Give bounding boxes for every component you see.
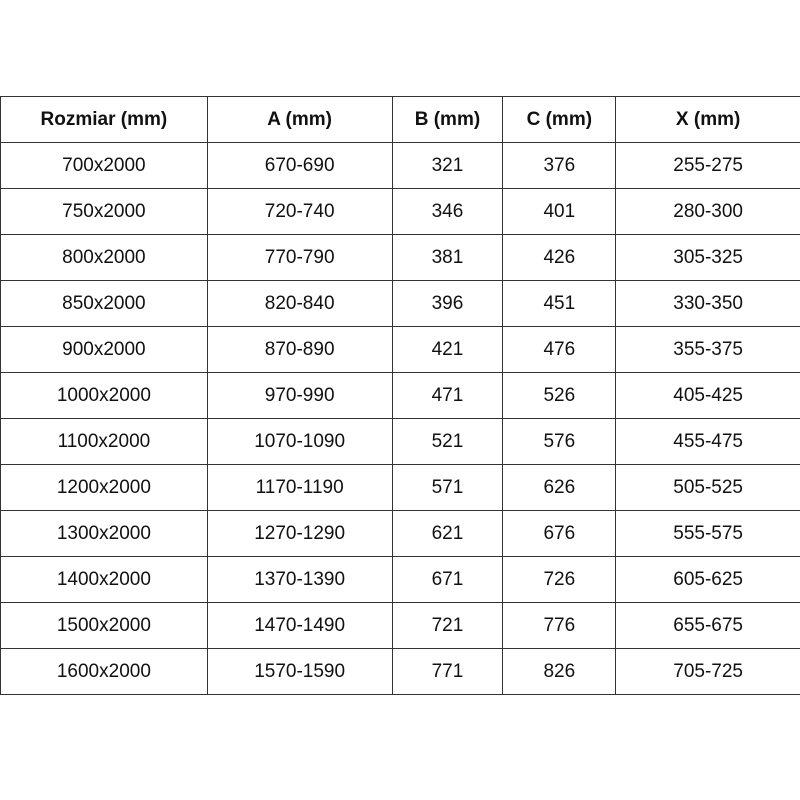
header-x: X (mm) bbox=[615, 96, 800, 143]
table-row: 850x2000 820-840 396 451 330-350 bbox=[0, 280, 800, 327]
cell-b: 471 bbox=[391, 372, 504, 419]
cell-c: 726 bbox=[502, 556, 617, 603]
cell-x: 705-725 bbox=[615, 648, 800, 695]
cell-x: 455-475 bbox=[615, 418, 800, 465]
table-row: 1200x2000 1170-1190 571 626 505-525 bbox=[0, 464, 800, 511]
cell-size: 1200x2000 bbox=[0, 464, 208, 511]
cell-a: 720-740 bbox=[206, 188, 393, 235]
cell-b: 396 bbox=[391, 280, 504, 327]
cell-a: 770-790 bbox=[206, 234, 393, 281]
cell-size: 1000x2000 bbox=[0, 372, 208, 419]
cell-b: 381 bbox=[391, 234, 504, 281]
cell-a: 1270-1290 bbox=[206, 510, 393, 557]
cell-size: 700x2000 bbox=[0, 142, 208, 189]
dimensions-table: Rozmiar (mm) A (mm) B (mm) C (mm) X (mm)… bbox=[0, 96, 800, 695]
table-row: 1600x2000 1570-1590 771 826 705-725 bbox=[0, 648, 800, 695]
cell-b: 321 bbox=[391, 142, 504, 189]
cell-b: 771 bbox=[391, 648, 504, 695]
cell-size: 1600x2000 bbox=[0, 648, 208, 695]
header-a: A (mm) bbox=[206, 96, 393, 143]
cell-x: 280-300 bbox=[615, 188, 800, 235]
header-size: Rozmiar (mm) bbox=[0, 96, 208, 143]
table-row: 1400x2000 1370-1390 671 726 605-625 bbox=[0, 556, 800, 603]
header-b: B (mm) bbox=[391, 96, 504, 143]
cell-x: 605-625 bbox=[615, 556, 800, 603]
cell-c: 451 bbox=[502, 280, 617, 327]
cell-size: 800x2000 bbox=[0, 234, 208, 281]
cell-a: 1570-1590 bbox=[206, 648, 393, 695]
cell-x: 505-525 bbox=[615, 464, 800, 511]
cell-size: 850x2000 bbox=[0, 280, 208, 327]
table-row: 900x2000 870-890 421 476 355-375 bbox=[0, 326, 800, 373]
cell-b: 621 bbox=[391, 510, 504, 557]
cell-c: 426 bbox=[502, 234, 617, 281]
cell-x: 330-350 bbox=[615, 280, 800, 327]
cell-a: 1370-1390 bbox=[206, 556, 393, 603]
table-row: 700x2000 670-690 321 376 255-275 bbox=[0, 142, 800, 189]
cell-b: 671 bbox=[391, 556, 504, 603]
cell-a: 1170-1190 bbox=[206, 464, 393, 511]
header-row: Rozmiar (mm) A (mm) B (mm) C (mm) X (mm) bbox=[0, 96, 800, 143]
cell-b: 521 bbox=[391, 418, 504, 465]
cell-c: 826 bbox=[502, 648, 617, 695]
table-row: 1100x2000 1070-1090 521 576 455-475 bbox=[0, 418, 800, 465]
header-c: C (mm) bbox=[502, 96, 617, 143]
cell-a: 870-890 bbox=[206, 326, 393, 373]
cell-c: 576 bbox=[502, 418, 617, 465]
cell-size: 1500x2000 bbox=[0, 602, 208, 649]
cell-size: 1300x2000 bbox=[0, 510, 208, 557]
cell-b: 721 bbox=[391, 602, 504, 649]
cell-c: 476 bbox=[502, 326, 617, 373]
cell-x: 305-325 bbox=[615, 234, 800, 281]
cell-c: 626 bbox=[502, 464, 617, 511]
table-row: 800x2000 770-790 381 426 305-325 bbox=[0, 234, 800, 281]
cell-a: 1070-1090 bbox=[206, 418, 393, 465]
cell-x: 355-375 bbox=[615, 326, 800, 373]
cell-b: 571 bbox=[391, 464, 504, 511]
table-row: 1300x2000 1270-1290 621 676 555-575 bbox=[0, 510, 800, 557]
table-row: 1000x2000 970-990 471 526 405-425 bbox=[0, 372, 800, 419]
cell-size: 1400x2000 bbox=[0, 556, 208, 603]
cell-c: 776 bbox=[502, 602, 617, 649]
cell-a: 820-840 bbox=[206, 280, 393, 327]
cell-x: 255-275 bbox=[615, 142, 800, 189]
cell-x: 405-425 bbox=[615, 372, 800, 419]
cell-x: 655-675 bbox=[615, 602, 800, 649]
table-row: 1500x2000 1470-1490 721 776 655-675 bbox=[0, 602, 800, 649]
cell-size: 1100x2000 bbox=[0, 418, 208, 465]
table-row: 750x2000 720-740 346 401 280-300 bbox=[0, 188, 800, 235]
cell-a: 1470-1490 bbox=[206, 602, 393, 649]
cell-x: 555-575 bbox=[615, 510, 800, 557]
cell-c: 676 bbox=[502, 510, 617, 557]
cell-a: 670-690 bbox=[206, 142, 393, 189]
cell-b: 421 bbox=[391, 326, 504, 373]
cell-a: 970-990 bbox=[206, 372, 393, 419]
cell-size: 900x2000 bbox=[0, 326, 208, 373]
cell-c: 376 bbox=[502, 142, 617, 189]
cell-c: 401 bbox=[502, 188, 617, 235]
cell-size: 750x2000 bbox=[0, 188, 208, 235]
cell-c: 526 bbox=[502, 372, 617, 419]
cell-b: 346 bbox=[391, 188, 504, 235]
